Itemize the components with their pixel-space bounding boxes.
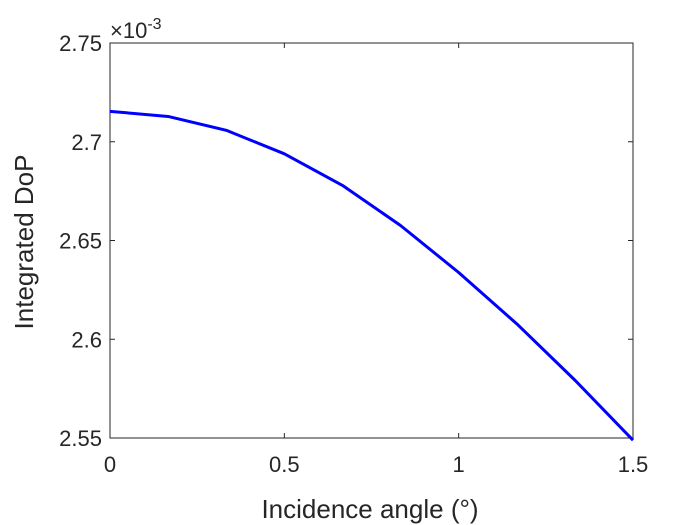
x-axis-label: Incidence angle (°): [261, 494, 478, 524]
y-tick-label: 2.55: [59, 426, 102, 451]
y-tick-label: 2.75: [59, 31, 102, 56]
y-axis-exponent-label: ×10-3: [110, 16, 162, 43]
y-tick-label: 2.6: [71, 327, 102, 352]
x-tick-label: 1: [453, 452, 465, 477]
x-tick-label: 1.5: [618, 452, 649, 477]
x-tick-label: 0.5: [269, 452, 300, 477]
y-axis-exponent-base: ×10: [110, 18, 147, 43]
y-tick-label: 2.7: [71, 130, 102, 155]
y-axis-exponent-power: -3: [147, 16, 161, 33]
data-series-line: [109, 109, 635, 442]
plot-area-frame: [109, 42, 634, 439]
y-axis-label: Integrated DoP: [9, 155, 39, 330]
y-tick-label: 2.65: [59, 229, 102, 254]
x-tick-label: 0: [104, 452, 116, 477]
